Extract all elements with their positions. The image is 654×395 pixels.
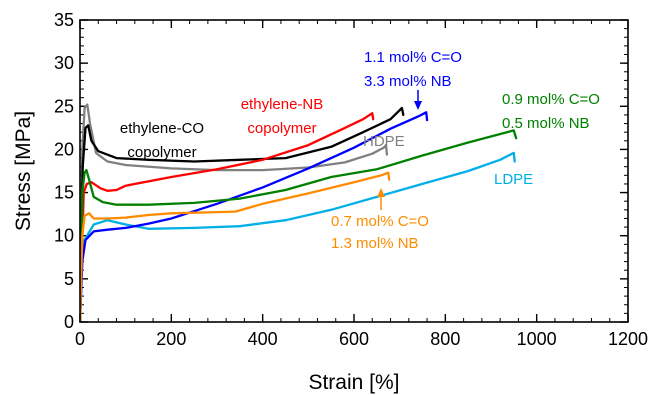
x-tick-label: 400 [248,329,278,349]
y-tick-label: 15 [54,183,74,203]
annotation-hdpe: HDPE [363,133,405,150]
y-axis-label: Stress [MPa] [12,111,35,231]
annotations: ethylene-CO copolymer ethylene-NB copoly… [120,49,600,252]
y-tick-label: 35 [54,10,74,30]
annotation-green-line2: 0.5 mol% NB [502,115,590,132]
x-axis-label: Strain [%] [308,371,399,394]
annotation-blue-arrow-head [414,101,422,110]
y-tick-label: 0 [64,312,74,332]
x-tick-label: 600 [339,329,369,349]
tick-labels: 0 200 400 600 800 1000 1200 0 5 10 15 20 25 30 35 [54,10,648,349]
y-tick-label: 5 [64,269,74,289]
y-tick-label: 25 [54,96,74,116]
x-tick-label: 200 [156,329,186,349]
annotation-ethylene-co-line2: copolymer [127,144,196,161]
series-line-1-1-mol-c-o-3-3-mol-nb [80,111,429,322]
annotation-orange-line1: 0.7 mol% C=O [331,213,429,230]
y-tick-label: 10 [54,226,74,246]
annotation-orange-line2: 1.3 mol% NB [331,235,419,252]
series-line-0-7-mol-c-o-1-3-mol-nb [80,171,391,322]
series-line-hdpe [80,103,389,322]
x-tick-label: 0 [75,329,85,349]
annotation-ethylene-nb-line1: ethylene-NB [241,96,324,113]
series-layer [80,103,518,322]
y-tick-label: 20 [54,139,74,159]
annotation-blue-line1: 1.1 mol% C=O [364,49,462,66]
axis-ticks [79,19,629,323]
annotation-ethylene-nb-line2: copolymer [247,120,316,137]
x-tick-label: 800 [430,329,460,349]
plot-frame [79,19,629,323]
y-tick-label: 30 [54,53,74,73]
annotation-ethylene-co-line1: ethylene-CO [120,120,204,137]
annotation-blue-line2: 3.3 mol% NB [364,73,452,90]
x-tick-label: 1000 [517,329,557,349]
series-line-ethylene-co-copolymer [80,106,405,322]
series-line-ldpe [80,151,516,322]
annotation-orange-arrow-head [377,188,385,197]
series-line-0-9-mol-c-o-0-5-mol-nb [80,129,518,322]
annotation-green-line1: 0.9 mol% C=O [502,91,600,108]
x-tick-label: 1200 [608,329,648,349]
annotation-ldpe: LDPE [494,171,533,188]
